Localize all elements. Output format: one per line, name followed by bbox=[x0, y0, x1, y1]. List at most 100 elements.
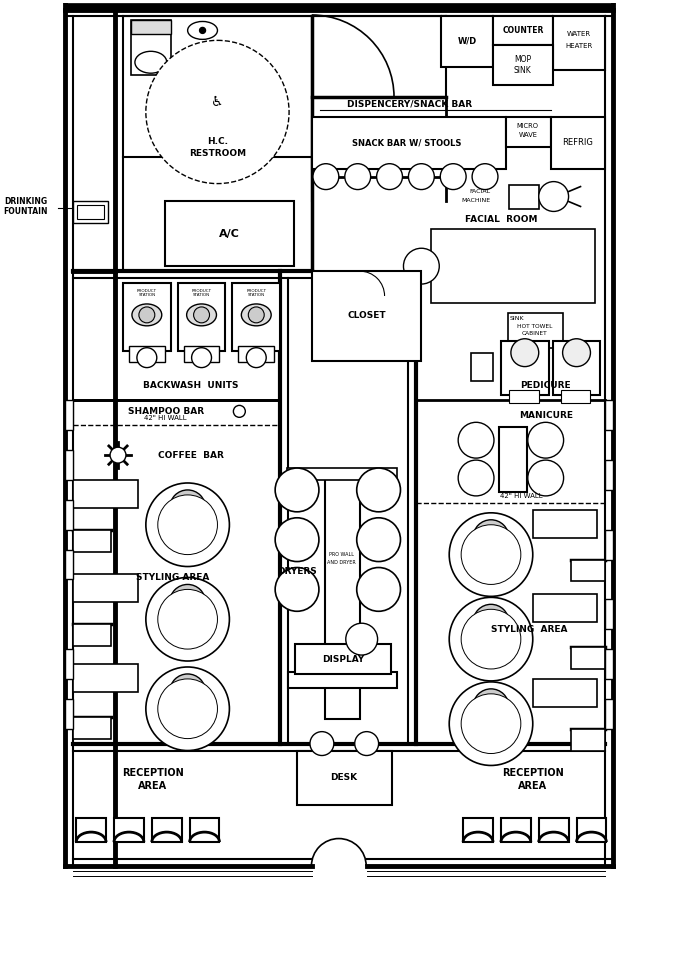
Bar bbox=[65, 698, 74, 729]
Bar bbox=[76, 818, 106, 842]
Text: DISPLAY: DISPLAY bbox=[322, 654, 364, 664]
Bar bbox=[65, 650, 74, 679]
Bar bbox=[499, 427, 526, 491]
Circle shape bbox=[194, 307, 209, 323]
Bar bbox=[605, 698, 614, 729]
Bar bbox=[576, 818, 606, 842]
Bar bbox=[131, 20, 171, 75]
Circle shape bbox=[356, 517, 400, 561]
Circle shape bbox=[355, 732, 379, 756]
Bar bbox=[74, 530, 111, 552]
Bar bbox=[74, 717, 111, 739]
Bar bbox=[463, 818, 493, 842]
Circle shape bbox=[169, 490, 205, 526]
Bar bbox=[184, 346, 219, 361]
Circle shape bbox=[450, 598, 533, 681]
Circle shape bbox=[146, 578, 230, 661]
Circle shape bbox=[158, 495, 217, 555]
Bar bbox=[288, 672, 398, 688]
Circle shape bbox=[450, 682, 533, 765]
Bar bbox=[533, 679, 597, 707]
Text: PEDICURE: PEDICURE bbox=[520, 381, 571, 390]
Text: MANICURE: MANICURE bbox=[518, 411, 572, 420]
Bar bbox=[178, 283, 225, 351]
Bar bbox=[297, 750, 392, 806]
Circle shape bbox=[310, 732, 334, 756]
Circle shape bbox=[158, 589, 217, 650]
Bar bbox=[561, 391, 591, 403]
Bar bbox=[74, 664, 138, 692]
Text: MOP: MOP bbox=[514, 55, 531, 64]
Circle shape bbox=[346, 624, 377, 655]
Bar bbox=[441, 15, 493, 67]
Circle shape bbox=[511, 339, 539, 367]
Circle shape bbox=[356, 468, 400, 512]
Bar bbox=[605, 650, 614, 679]
Bar bbox=[74, 480, 138, 508]
Text: FOUNTAIN: FOUNTAIN bbox=[3, 207, 48, 216]
Text: SINK: SINK bbox=[514, 66, 532, 75]
Bar bbox=[232, 283, 280, 351]
Circle shape bbox=[275, 468, 319, 512]
Bar bbox=[238, 346, 274, 361]
Text: 42" HI WALL: 42" HI WALL bbox=[144, 416, 187, 422]
Text: 42" HI WALL: 42" HI WALL bbox=[500, 493, 542, 499]
Text: AND DRYER: AND DRYER bbox=[327, 560, 356, 565]
Text: PRODUCT
STATION: PRODUCT STATION bbox=[137, 288, 157, 297]
Circle shape bbox=[473, 520, 509, 556]
Circle shape bbox=[139, 307, 155, 323]
Bar bbox=[533, 510, 597, 537]
Text: DRINKING: DRINKING bbox=[4, 197, 47, 206]
Circle shape bbox=[313, 164, 339, 190]
Text: BACKWASH  UNITS: BACKWASH UNITS bbox=[143, 381, 238, 390]
Text: HEATER: HEATER bbox=[565, 43, 592, 49]
Bar bbox=[165, 201, 294, 266]
Bar bbox=[570, 729, 605, 750]
Circle shape bbox=[458, 422, 494, 458]
Bar bbox=[152, 818, 182, 842]
Polygon shape bbox=[431, 229, 595, 303]
Bar bbox=[287, 468, 396, 480]
Text: H.C.: H.C. bbox=[207, 137, 228, 147]
Circle shape bbox=[246, 348, 266, 368]
Circle shape bbox=[461, 525, 521, 584]
Bar bbox=[74, 625, 111, 646]
Circle shape bbox=[461, 609, 521, 669]
Text: STYLING  AREA: STYLING AREA bbox=[491, 625, 567, 633]
Bar bbox=[570, 559, 605, 582]
Circle shape bbox=[450, 513, 533, 597]
Bar bbox=[295, 644, 391, 673]
Bar bbox=[123, 283, 171, 351]
Bar bbox=[605, 600, 614, 629]
Text: MACHINE: MACHINE bbox=[462, 198, 491, 203]
Bar bbox=[471, 353, 493, 380]
Bar bbox=[605, 530, 614, 559]
Bar bbox=[553, 15, 605, 70]
Bar bbox=[129, 346, 165, 361]
Ellipse shape bbox=[188, 21, 217, 39]
Bar bbox=[506, 117, 551, 147]
Bar bbox=[509, 185, 539, 210]
Circle shape bbox=[158, 679, 217, 739]
Bar bbox=[74, 575, 138, 603]
Text: HOT TOWEL: HOT TOWEL bbox=[517, 325, 552, 330]
Text: WATER: WATER bbox=[566, 32, 591, 37]
Text: CABINET: CABINET bbox=[522, 331, 547, 336]
Bar bbox=[312, 271, 421, 360]
Bar bbox=[312, 117, 506, 169]
Circle shape bbox=[169, 584, 205, 620]
Text: COUNTER: COUNTER bbox=[502, 26, 543, 34]
Bar bbox=[605, 400, 614, 430]
Bar bbox=[65, 550, 74, 580]
Text: ♿: ♿ bbox=[211, 95, 223, 109]
Circle shape bbox=[275, 517, 319, 561]
Circle shape bbox=[440, 164, 466, 190]
Text: DESK: DESK bbox=[330, 773, 357, 782]
Circle shape bbox=[146, 483, 230, 566]
Text: RECEPTION: RECEPTION bbox=[122, 768, 184, 779]
Bar bbox=[493, 45, 553, 85]
Circle shape bbox=[539, 182, 568, 212]
Circle shape bbox=[473, 689, 509, 724]
Text: AREA: AREA bbox=[138, 782, 167, 791]
Circle shape bbox=[458, 460, 494, 496]
